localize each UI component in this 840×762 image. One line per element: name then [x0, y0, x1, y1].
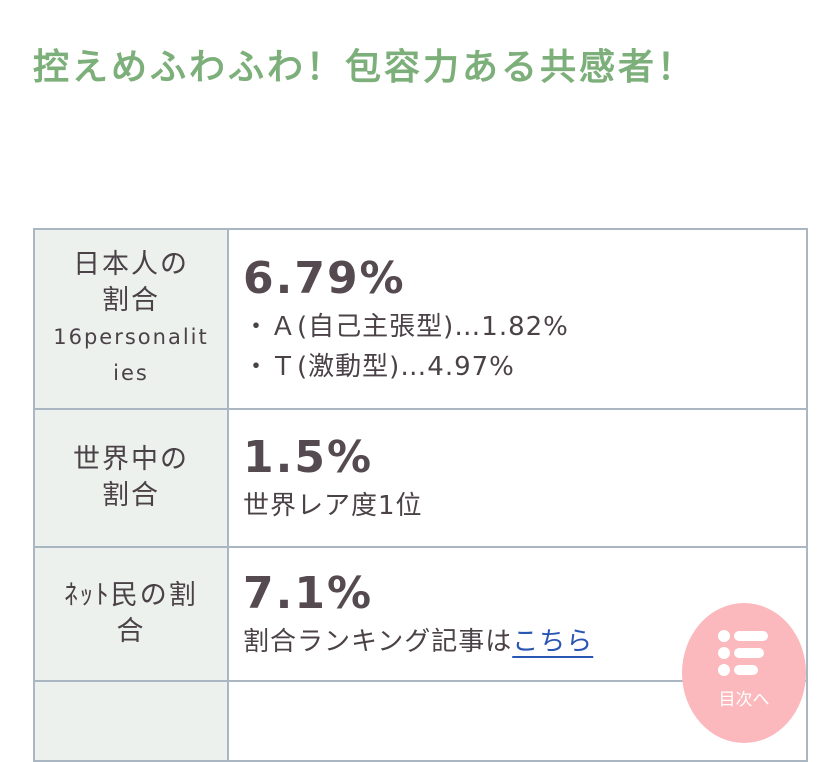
- section-heading: 控えめふわふわ！包容力ある共感者！: [33, 47, 697, 88]
- detail-line: 割合ランキング記事はこちら: [243, 622, 792, 662]
- detail-line: ・Ｔ(激動型)…4.97%: [243, 352, 515, 382]
- label-source: 16personalities: [53, 325, 209, 385]
- percentage-value: 6.79%: [243, 253, 406, 304]
- percentage-value: 1.5%: [243, 432, 374, 483]
- toc-button[interactable]: 目次へ: [682, 603, 806, 743]
- row-value: 6.79% ・Ａ(自己主張型)…1.82% ・Ｔ(激動型)…4.97%: [227, 228, 808, 410]
- table-row: 日本人の割合 16personalities 6.79% ・Ａ(自己主張型)…1.…: [33, 228, 808, 410]
- label-text: ﾈｯﾄ民の割合: [64, 580, 198, 647]
- row-label: ﾈｯﾄ民の割合: [33, 546, 229, 682]
- detail-line: 世界レア度1位: [243, 491, 423, 521]
- row-label: 日本人の割合 16personalities: [33, 228, 229, 410]
- list-icon: [718, 630, 768, 676]
- toc-label: 目次へ: [718, 690, 770, 710]
- label-text: 日本人の割合: [73, 249, 189, 316]
- detail-text: 割合ランキング記事は: [243, 627, 513, 657]
- ranking-article-link[interactable]: こちら: [512, 627, 594, 657]
- label-text: 世界中の割合: [73, 444, 189, 511]
- table-row: 世界中の割合 1.5% 世界レア度1位: [33, 408, 808, 548]
- percentage-value: 7.1%: [243, 568, 374, 619]
- row-label: 世界中の割合: [33, 408, 229, 548]
- row-value: 1.5% 世界レア度1位: [227, 408, 808, 548]
- detail-line: ・Ａ(自己主張型)…1.82%: [243, 312, 569, 342]
- row-label: [33, 680, 229, 762]
